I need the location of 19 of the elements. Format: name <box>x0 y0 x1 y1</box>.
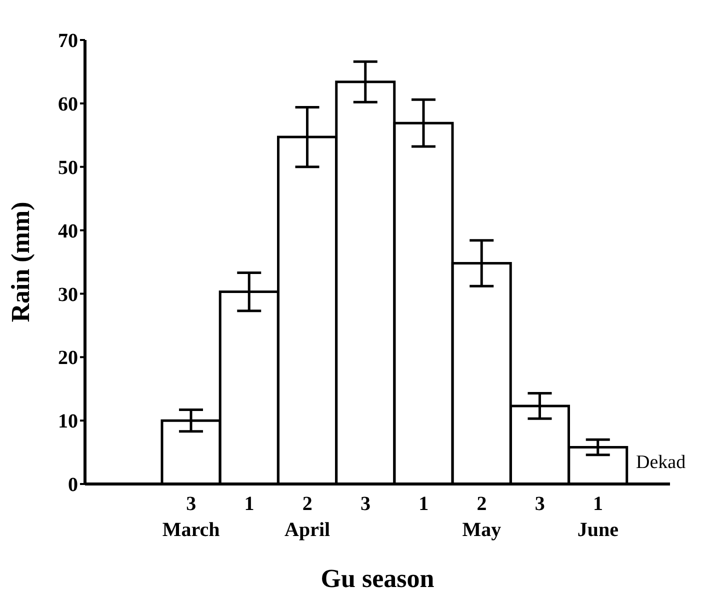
y-tick-label: 0 <box>68 474 78 496</box>
x-tick-label: 3 <box>360 493 370 515</box>
y-tick-label: 20 <box>58 347 78 370</box>
x-tick-label: 2 April <box>284 493 331 541</box>
x-tick-label: 3 <box>534 493 545 515</box>
x-tick-label: 3 March <box>162 493 220 541</box>
y-tick-label: 50 <box>58 156 78 179</box>
x-tick-label: 1 June <box>577 493 619 541</box>
y-tick-label: 70 <box>58 30 78 52</box>
x-tick-label: 1 <box>418 493 429 515</box>
text: Dekad <box>636 452 686 474</box>
y-tick-label: 30 <box>58 284 78 306</box>
y-tick-label: 10 <box>58 410 78 433</box>
x-tick-label: 1 <box>244 493 254 515</box>
y-tick-label: 60 <box>58 94 78 116</box>
x-axis-title: Gu season <box>320 564 435 593</box>
x-tick-label: 2 May <box>462 493 502 541</box>
y-tick-label: 40 <box>58 220 78 242</box>
y-axis-title: Rain (mm) <box>6 202 36 322</box>
